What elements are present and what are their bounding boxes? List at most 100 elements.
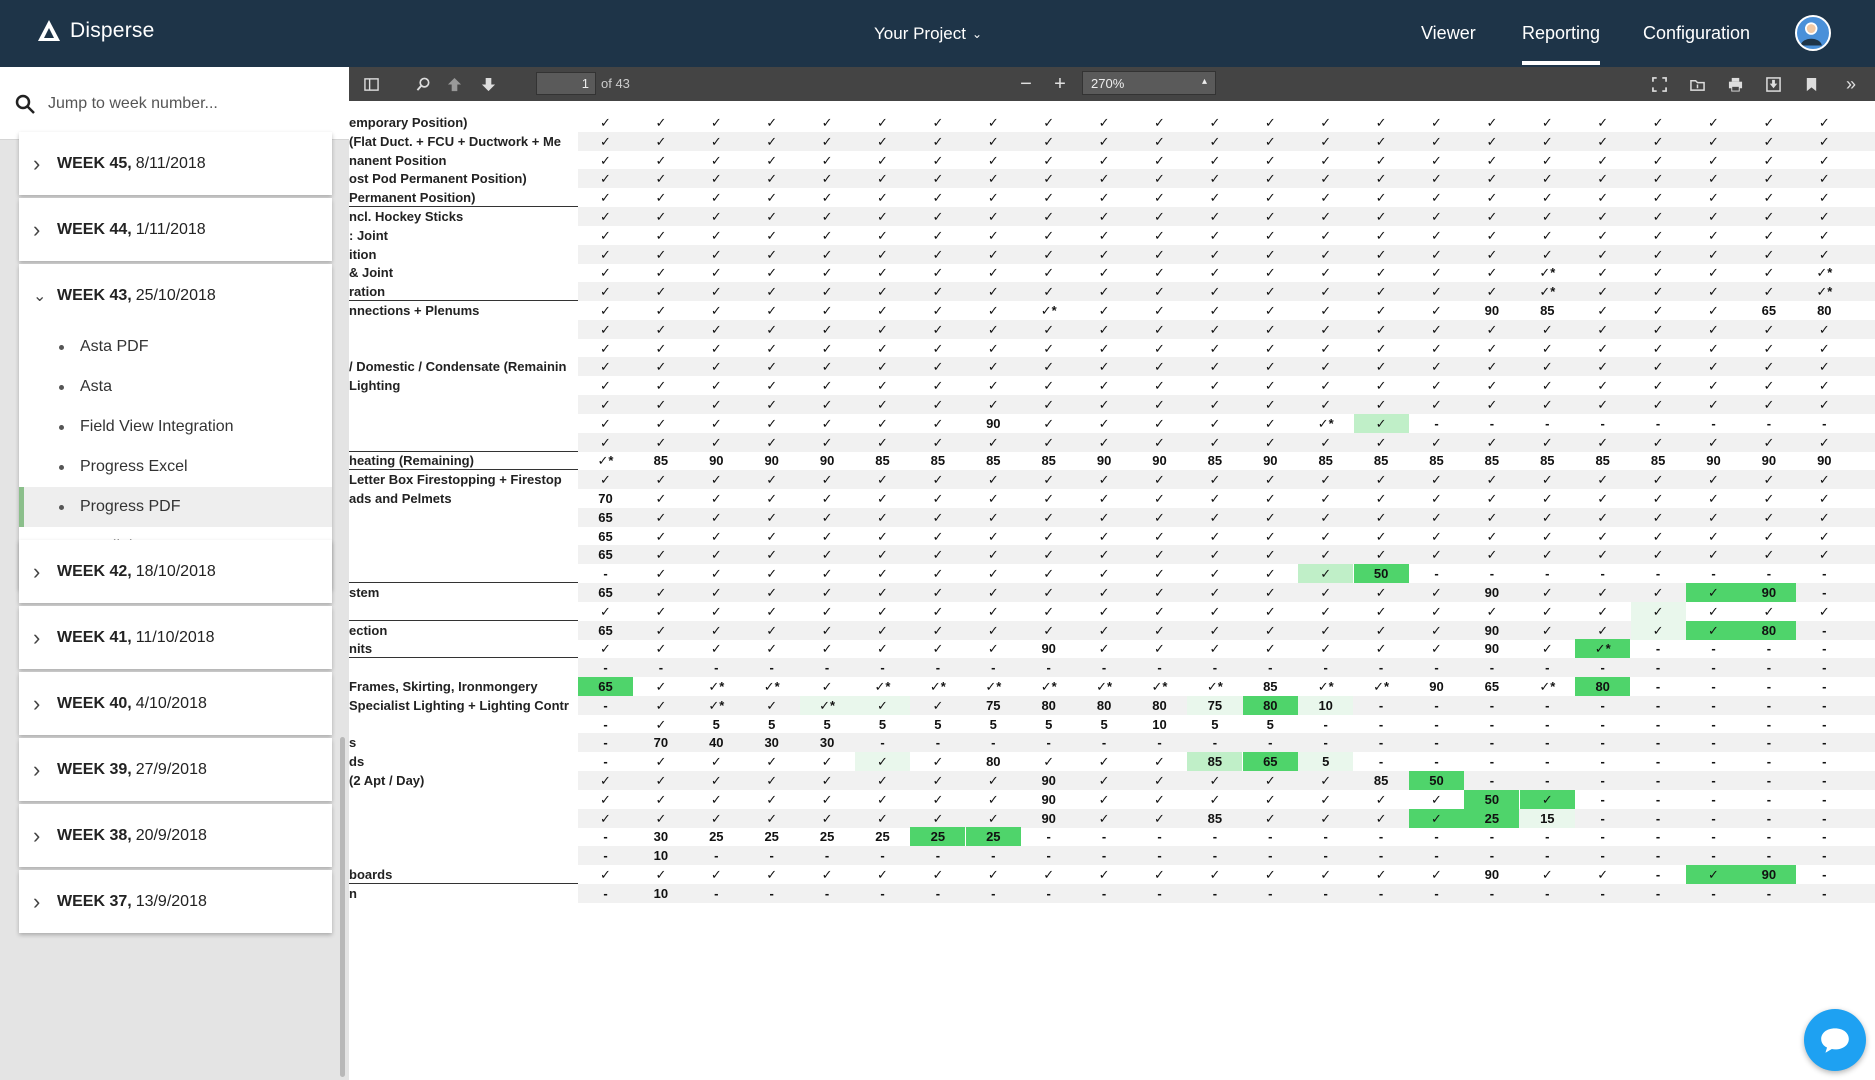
- week-header[interactable]: › WEEK 41, 11/10/2018: [19, 606, 332, 669]
- nav-configuration[interactable]: Configuration: [1643, 23, 1751, 43]
- week-header[interactable]: › WEEK 44, 1/11/2018: [19, 198, 332, 261]
- grid-cell: 5: [934, 716, 942, 732]
- grid-cell: ✓: [1154, 152, 1165, 168]
- grid-cell: ✓: [1043, 547, 1055, 563]
- print-icon[interactable]: [1723, 72, 1747, 96]
- grid-cell: ✓: [655, 171, 667, 187]
- grid-cell: -: [1822, 415, 1827, 431]
- week-card: › WEEK 37, 13/9/2018: [19, 870, 332, 933]
- report-item[interactable]: Field View Integration: [19, 407, 332, 447]
- grid-cell: 5: [989, 716, 997, 732]
- grid-cell: ✓: [1375, 321, 1387, 337]
- grid-cell: ✓: [1043, 491, 1055, 507]
- grid-cell: ✓: [1154, 303, 1165, 319]
- grid-cell: ✓: [600, 810, 611, 826]
- bullet-icon: [59, 464, 64, 470]
- tools-menu-icon[interactable]: »: [1845, 73, 1856, 94]
- nav-viewer[interactable]: Viewer: [1421, 23, 1476, 43]
- app-logo[interactable]: Disperse: [36, 18, 154, 44]
- report-item[interactable]: Asta: [19, 367, 332, 407]
- week-search-input[interactable]: [48, 89, 338, 119]
- report-item-label: Asta PDF: [80, 338, 149, 355]
- grid-cell: ✓: [1154, 754, 1165, 770]
- grid-cell: -: [1655, 829, 1661, 845]
- grid-cell: ✓: [1264, 265, 1276, 281]
- presentation-mode-icon[interactable]: [1647, 72, 1671, 96]
- grid-cell: ✓: [1431, 227, 1442, 243]
- chat-button[interactable]: [1804, 1009, 1866, 1071]
- grid-cell: -: [1489, 716, 1495, 732]
- grid-cell: ✓: [1541, 171, 1553, 187]
- report-item[interactable]: Progress Excel: [19, 447, 332, 487]
- week-header[interactable]: › WEEK 37, 13/9/2018: [19, 870, 332, 933]
- grid-cell: ✓: [932, 359, 944, 375]
- page-total: of 43: [601, 76, 630, 91]
- grid-cell: 80: [1741, 620, 1797, 640]
- grid-cell: ✓: [1431, 585, 1442, 601]
- grid-cell: -: [1545, 829, 1550, 845]
- grid-cell: ✓: [877, 209, 888, 224]
- grid-cell: ✓: [600, 397, 611, 413]
- grid-cell: -: [1434, 660, 1439, 676]
- previous-page-icon[interactable]: [442, 72, 466, 96]
- week-header[interactable]: › WEEK 45, 8/11/2018: [19, 132, 332, 195]
- grid-cell: ✓*: [985, 679, 1002, 695]
- page-number-input[interactable]: [536, 72, 596, 95]
- next-page-icon[interactable]: [476, 72, 500, 96]
- grid-cell: -: [1766, 885, 1772, 901]
- open-file-icon[interactable]: [1685, 72, 1709, 96]
- grid-cell: -: [1545, 735, 1550, 751]
- row-label: [349, 545, 578, 564]
- grid-cell: ✓: [1154, 547, 1165, 563]
- grid-cell: ✓: [1375, 171, 1387, 187]
- find-icon[interactable]: [411, 72, 435, 96]
- grid-cell: ✓: [1763, 284, 1775, 300]
- grid-cell: ✓: [987, 585, 999, 601]
- chevron-updown-icon: ▴: [1201, 76, 1207, 87]
- sidebar-scrollbar[interactable]: [340, 737, 345, 1077]
- grid-cell: ✓: [1375, 585, 1387, 601]
- grid-cell: ✓: [1818, 547, 1830, 563]
- grid-cell: 90: [1152, 453, 1167, 469]
- bookmark-icon[interactable]: [1799, 72, 1823, 96]
- grid-cell: ✓: [1320, 810, 1332, 826]
- download-icon[interactable]: [1761, 72, 1785, 96]
- grid-cell: ✓: [1375, 246, 1387, 262]
- grid-cell: ✓: [821, 246, 833, 262]
- grid-cell: ✓: [1098, 115, 1110, 130]
- grid-cell: ✓: [1209, 321, 1221, 337]
- grid-cell: ✓: [1154, 415, 1165, 431]
- grid-cell: ✓: [1043, 566, 1055, 582]
- report-item[interactable]: Asta PDF: [19, 327, 332, 367]
- zoom-out-button[interactable]: −: [1020, 72, 1032, 95]
- user-avatar-icon: [1800, 22, 1822, 46]
- grid-cell: ✓: [655, 585, 667, 601]
- project-selector[interactable]: Your Project ⌄: [874, 24, 982, 44]
- week-header[interactable]: › WEEK 40, 4/10/2018: [19, 672, 332, 735]
- grid-cell: ✓: [1486, 133, 1498, 149]
- week-date: 25/10/2018: [135, 286, 216, 304]
- grid-cell: ✓: [1209, 171, 1221, 187]
- grid-cell: ✓: [1431, 528, 1442, 544]
- grid-cell: ✓: [1763, 190, 1775, 206]
- toggle-sidebar-icon[interactable]: [359, 72, 383, 96]
- user-avatar[interactable]: [1795, 15, 1831, 51]
- grid-cell: ✓: [1708, 472, 1719, 488]
- week-header[interactable]: › WEEK 39, 27/9/2018: [19, 738, 332, 801]
- week-header[interactable]: › WEEK 42, 18/10/2018: [19, 540, 332, 603]
- grid-cell: ✓: [710, 509, 722, 525]
- nav-reporting[interactable]: Reporting: [1522, 0, 1601, 67]
- grid-cell: ✓: [1264, 340, 1276, 356]
- grid-cell: 50: [1353, 564, 1409, 584]
- report-item[interactable]: Progress PDF: [19, 487, 332, 527]
- row-band: [578, 883, 1875, 903]
- grid-cell: ✓: [1209, 378, 1221, 394]
- grid-cell: -: [1378, 716, 1384, 732]
- grid-cell: ✓*: [1317, 679, 1334, 695]
- week-header[interactable]: › WEEK 38, 20/9/2018: [19, 804, 332, 867]
- zoom-select[interactable]: 270% ▴: [1082, 71, 1216, 95]
- grid-cell: ✓: [987, 340, 999, 356]
- grid-cell: ✓: [1652, 397, 1664, 413]
- zoom-in-button[interactable]: +: [1054, 72, 1066, 95]
- week-header[interactable]: ⌄ WEEK 43, 25/10/2018: [19, 264, 332, 327]
